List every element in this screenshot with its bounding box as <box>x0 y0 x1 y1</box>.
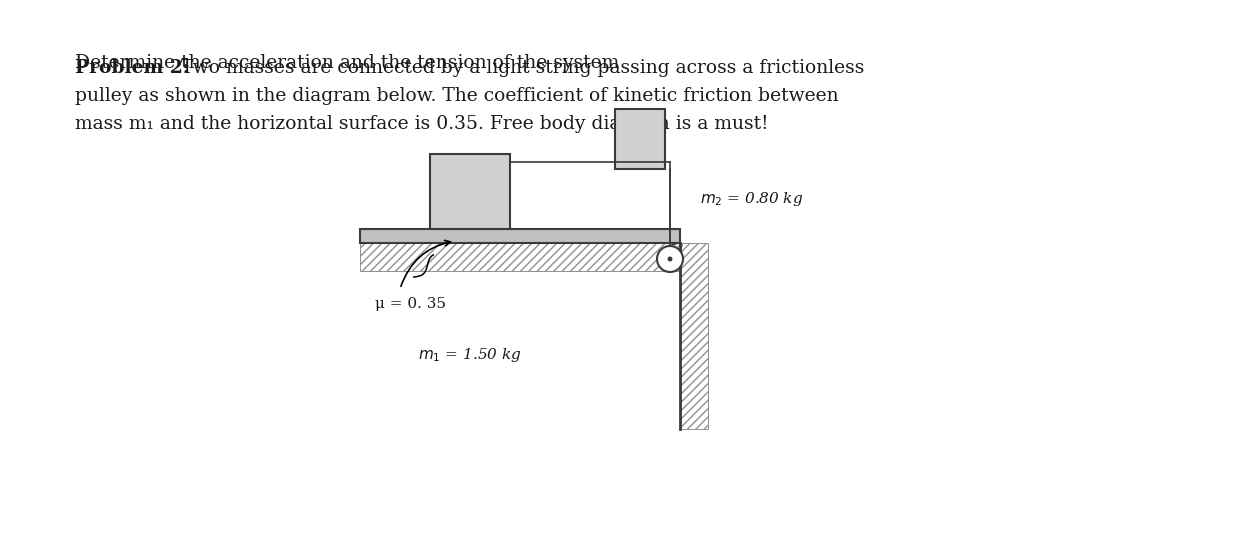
Bar <box>615 109 664 169</box>
Text: μ = 0. 35: μ = 0. 35 <box>375 297 446 311</box>
Circle shape <box>657 246 683 272</box>
Text: $m_1$ = 1.50 kg: $m_1$ = 1.50 kg <box>419 346 522 364</box>
Text: Determine the acceleration and the tension of the system: Determine the acceleration and the tensi… <box>75 54 620 72</box>
Text: $m_2$ = 0.80 kg: $m_2$ = 0.80 kg <box>700 190 804 208</box>
Circle shape <box>667 257 672 262</box>
Text: pulley as shown in the diagram below. The coefficient of kinetic friction betwee: pulley as shown in the diagram below. Th… <box>75 87 838 105</box>
Bar <box>430 154 510 229</box>
Text: Problem 2:: Problem 2: <box>75 59 190 77</box>
Text: Two masses are connected by a light string passing across a frictionless: Two masses are connected by a light stri… <box>175 59 864 77</box>
Bar <box>360 229 681 243</box>
Bar <box>360 243 681 271</box>
Bar <box>681 243 708 429</box>
Text: mass m₁ and the horizontal surface is 0.35. Free body diagram is a must!: mass m₁ and the horizontal surface is 0.… <box>75 115 769 133</box>
